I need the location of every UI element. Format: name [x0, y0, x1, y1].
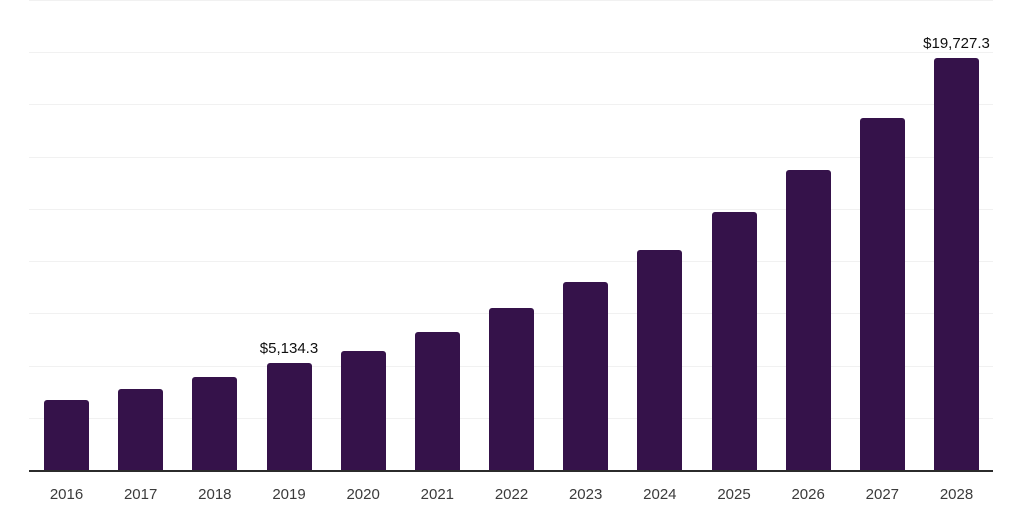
- x-tick-2021: 2021: [420, 486, 455, 503]
- x-tick-2023: 2023: [568, 486, 603, 503]
- bar-2023: [563, 282, 609, 470]
- bar-2024: [637, 250, 683, 470]
- plot-area: $5,134.3 $19,727.3: [29, 0, 993, 470]
- gridline: [29, 52, 993, 54]
- x-tick-2028: 2028: [939, 486, 974, 503]
- gridline: [29, 104, 993, 106]
- bar-2016: [44, 400, 89, 470]
- x-tick-2018: 2018: [198, 486, 232, 503]
- x-tick-2022: 2022: [494, 486, 529, 503]
- bar-2018: [192, 376, 238, 470]
- bar-2028: [934, 57, 979, 470]
- x-tick-2020: 2020: [346, 486, 380, 503]
- bar-2027: [859, 118, 905, 470]
- x-tick-2017: 2017: [123, 486, 158, 503]
- x-tick-2016: 2016: [49, 486, 84, 503]
- bar-2020: [340, 350, 386, 470]
- x-tick-2026: 2026: [791, 486, 825, 503]
- gridline: [29, 261, 993, 263]
- bar-2026: [785, 170, 831, 470]
- x-axis-line: [29, 470, 993, 472]
- bar-2021: [414, 331, 460, 470]
- bar-2019: [266, 362, 312, 470]
- gridline: [29, 0, 993, 1]
- bar-2022: [489, 307, 534, 470]
- gridline: [29, 208, 993, 210]
- x-tick-2019: 2019: [272, 486, 306, 503]
- x-tick-2027: 2027: [865, 486, 900, 503]
- x-tick-2024: 2024: [643, 486, 677, 503]
- data-label-2019: $5,134.3: [259, 339, 319, 357]
- x-tick-2025: 2025: [717, 486, 751, 503]
- bar-2017: [118, 388, 164, 470]
- gridline: [29, 156, 993, 158]
- data-label-2028: $19,727.3: [923, 34, 990, 52]
- bar-2025: [711, 212, 757, 470]
